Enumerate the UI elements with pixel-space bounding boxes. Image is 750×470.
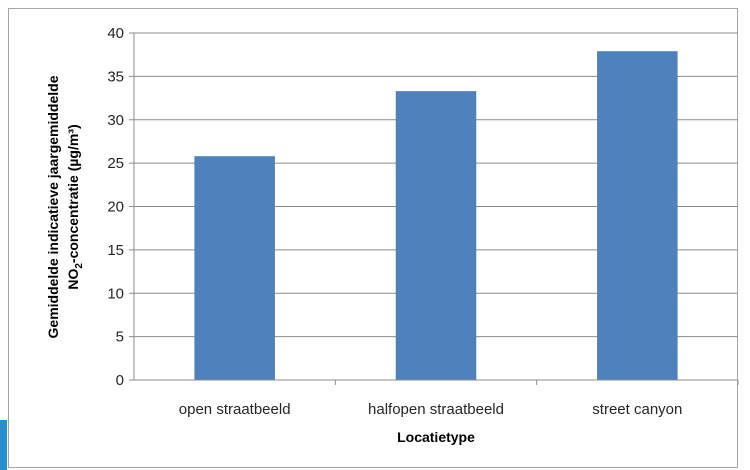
y-tick-label: 35 (107, 68, 124, 85)
x-tick-label: open straatbeeld (179, 401, 291, 418)
y-tick-label: 40 (107, 25, 124, 42)
y-tick-label: 15 (107, 242, 124, 259)
y-tick-label: 5 (116, 329, 124, 346)
x-axis-title: Locatietype (397, 429, 475, 445)
x-tick-label: street canyon (592, 401, 682, 418)
y-tick-label: 0 (116, 372, 124, 389)
y-tick-label: 10 (107, 285, 124, 302)
left-accent-bar (0, 420, 7, 470)
x-tick-label: halfopen straatbeeld (368, 401, 504, 418)
y-tick-label: 30 (107, 112, 124, 129)
y-tick-label: 20 (107, 199, 124, 216)
bar (194, 156, 275, 380)
y-axis-title-line1: Gemiddelde indicatieve jaargemiddelde (45, 75, 61, 338)
bar (395, 91, 477, 380)
bar (597, 51, 678, 380)
y-axis-title-line2: NO2-concentratie (µg/m³) (65, 124, 85, 289)
y-tick-label: 25 (107, 155, 124, 172)
